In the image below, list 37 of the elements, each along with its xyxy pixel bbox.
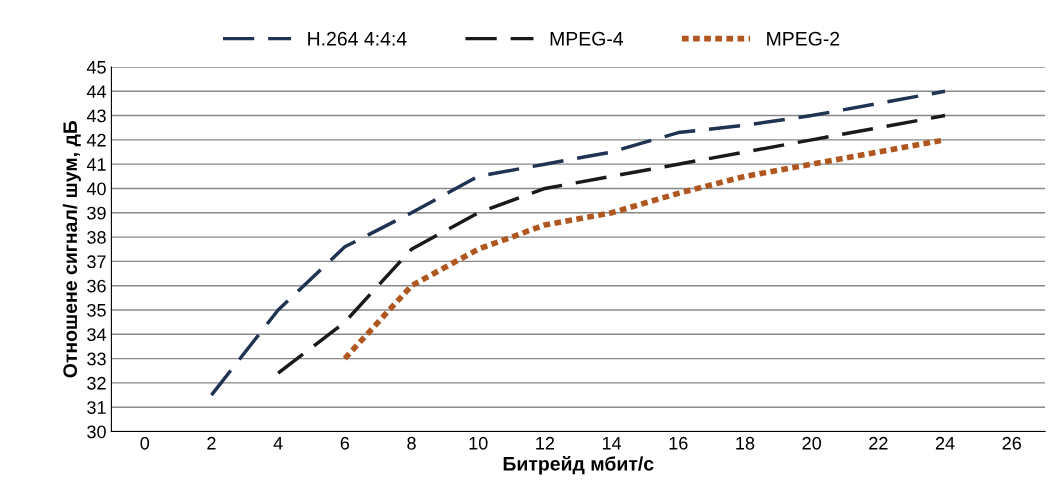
x-axis-title: Битрейд мбит/с <box>503 455 654 475</box>
legend-label: MPEG-4 <box>550 31 624 46</box>
y-tick-label: 39 <box>87 206 106 220</box>
y-tick-label: 34 <box>87 328 107 342</box>
y-tick-label: 43 <box>86 109 106 123</box>
y-axis-title: Отношене сигнал/ шум, дБ <box>62 120 81 378</box>
x-tick-label: 18 <box>736 436 755 450</box>
x-tick-label: 4 <box>273 437 283 450</box>
x-tick-label: 22 <box>869 436 888 450</box>
x-tick-label: 26 <box>1002 436 1021 450</box>
x-tick-label: 12 <box>536 436 555 450</box>
legend-label: H.264 4:4:4 <box>308 31 407 46</box>
y-tick-label: 40 <box>86 182 106 196</box>
line-series <box>276 113 947 375</box>
y-tick-label: 44 <box>86 85 107 98</box>
x-tick-label: 0 <box>140 436 150 450</box>
line-series <box>209 89 947 397</box>
x-tick-label: 14 <box>602 437 622 450</box>
y-tick-label: 30 <box>87 425 106 439</box>
y-tick-label: 33 <box>87 352 106 366</box>
x-tick-label: 10 <box>469 436 488 450</box>
y-tick-label: 37 <box>87 255 106 269</box>
y-tick-label: 36 <box>87 279 106 293</box>
x-tick-label: 6 <box>340 436 350 450</box>
y-tick-label: 31 <box>87 401 106 414</box>
legend-label: MPEG-2 <box>767 31 840 46</box>
x-tick-label: 16 <box>669 436 688 450</box>
x-tick-label: 24 <box>935 436 955 450</box>
y-tick-label: 42 <box>86 133 106 147</box>
x-tick-label: 20 <box>802 436 821 450</box>
x-tick-label: 8 <box>407 436 416 450</box>
x-tick-label: 2 <box>207 436 216 450</box>
y-tick-label: 35 <box>87 303 106 317</box>
y-tick-label: 41 <box>86 158 106 171</box>
y-tick-label: 45 <box>86 61 106 74</box>
y-tick-label: 38 <box>87 231 106 244</box>
y-tick-label: 32 <box>87 376 106 390</box>
